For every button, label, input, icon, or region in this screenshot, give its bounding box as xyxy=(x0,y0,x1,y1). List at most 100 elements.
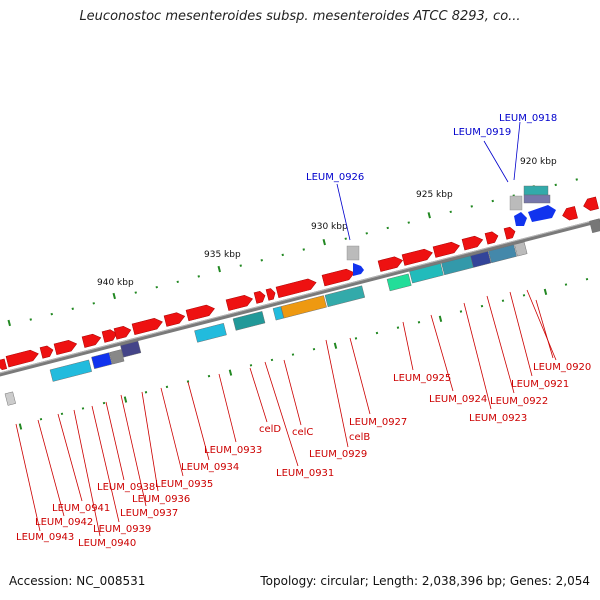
feature-box-orange xyxy=(280,295,327,319)
leader-line xyxy=(336,183,351,241)
scale-tick-upper xyxy=(427,212,431,219)
gene-label-leum-0921: LEUM_0921 xyxy=(511,379,569,390)
scale-tick-upper xyxy=(92,302,95,305)
gene-label-leum-0939: LEUM_0939 xyxy=(93,524,151,535)
scale-tick-lower xyxy=(522,294,526,297)
gene-label-leum-0923: LEUM_0923 xyxy=(469,413,527,424)
map-title: Leuconostoc mesenteroides subsp. mesente… xyxy=(79,9,521,24)
scale-tick-lower xyxy=(312,347,316,351)
gene-label-leum-0933: LEUM_0933 xyxy=(204,445,262,456)
scale-tick-upper xyxy=(71,307,74,310)
gene-label-leum-0922: LEUM_0922 xyxy=(490,396,548,407)
scale-tick-upper xyxy=(470,205,473,208)
scale-tick-upper xyxy=(7,319,11,327)
feature-box-cyan xyxy=(272,306,284,321)
leader-line xyxy=(513,121,521,181)
scale-tick-upper xyxy=(155,285,158,289)
gene-label-leum-0943: LEUM_0943 xyxy=(16,532,74,543)
leader-line xyxy=(120,394,147,507)
genome-stats-text: Topology: circular; Length: 2,038,396 bp… xyxy=(260,574,590,588)
scale-tick-lower xyxy=(585,277,589,281)
gene-label-leum-0942: LEUM_0942 xyxy=(35,517,93,528)
gene-arrow-forward xyxy=(265,288,276,301)
scale-tick-upper xyxy=(176,280,179,284)
leader-line xyxy=(483,140,509,183)
gene-arrow-forward xyxy=(432,241,460,258)
kbp-label-930: 930 kbp xyxy=(311,222,348,232)
gene-label-celc: celC xyxy=(292,427,313,438)
gene-arrow-forward xyxy=(81,333,102,348)
scale-tick-upper xyxy=(29,318,32,321)
scale-tick-lower xyxy=(396,326,400,329)
scale-tick-lower xyxy=(165,385,169,389)
gene-label-leum-0941: LEUM_0941 xyxy=(52,503,110,514)
scale-tick-upper xyxy=(50,312,53,316)
gene-arrow-forward xyxy=(5,349,39,368)
gene-arrow-forward xyxy=(163,312,186,327)
gene-arrow-reverse xyxy=(0,358,8,371)
leader-line xyxy=(526,289,557,361)
feature-box-cyan xyxy=(194,323,227,343)
gene-label-leum-0924: LEUM_0924 xyxy=(429,394,487,405)
leader-line xyxy=(264,361,299,467)
scale-tick-upper xyxy=(344,237,347,240)
scale-tick-lower xyxy=(249,364,253,367)
leader-line xyxy=(486,295,515,394)
scale-tick-upper xyxy=(239,264,242,267)
gene-arrow-leum-0926 xyxy=(353,263,364,276)
scale-tick-upper xyxy=(322,238,326,246)
leader-line xyxy=(141,391,159,492)
kbp-label-940: 940 kbp xyxy=(97,278,134,288)
feature-box-teal xyxy=(523,185,549,196)
leader-line xyxy=(37,419,65,517)
scale-tick-upper xyxy=(197,275,200,278)
scale-tick-lower xyxy=(207,374,211,378)
gene-arrow-leum-0918 xyxy=(528,205,556,222)
scale-tick-lower xyxy=(81,407,85,410)
gene-arrow-forward xyxy=(253,290,266,304)
scale-tick-lower xyxy=(501,299,505,302)
gene-arrow-forward xyxy=(377,256,404,272)
scale-tick-upper xyxy=(217,265,221,273)
gene-label-leum-0918: LEUM_0918 xyxy=(499,113,557,124)
gene-label-leum-0934: LEUM_0934 xyxy=(181,462,239,473)
kbp-label-925: 925 kbp xyxy=(416,190,453,200)
gene-arrow-forward xyxy=(484,231,499,245)
scale-tick-upper xyxy=(407,221,410,224)
feature-box-teal xyxy=(232,311,266,331)
label-leader-lines xyxy=(15,121,557,537)
genome-backbone xyxy=(0,218,600,377)
scale-tick-lower xyxy=(354,337,358,340)
gene-arrow-forward xyxy=(113,326,132,340)
scale-tick-upper xyxy=(491,199,494,203)
scale-ticks xyxy=(7,178,589,430)
gene-arrow-forward xyxy=(461,235,484,251)
gene-arrow-forward xyxy=(225,294,253,311)
gene-arrow-reverse xyxy=(562,206,578,221)
gene-label-leum-0937: LEUM_0937 xyxy=(120,508,178,519)
scale-tick-lower xyxy=(18,423,23,430)
scale-tick-upper xyxy=(281,253,284,257)
scale-tick-upper xyxy=(112,292,116,300)
gene-label-leum-0931: LEUM_0931 xyxy=(276,468,334,479)
scale-tick-lower xyxy=(543,288,548,296)
leader-line xyxy=(73,409,101,537)
scale-tick-upper xyxy=(134,291,137,294)
gene-arrow-reverse xyxy=(583,196,599,211)
kbp-label-920: 920 kbp xyxy=(520,157,557,167)
feature-box-teal xyxy=(409,263,444,284)
feature-box-blue xyxy=(91,352,113,370)
scale-tick-lower xyxy=(291,353,295,356)
gene-arrow-forward xyxy=(185,304,215,322)
feature-box-steel xyxy=(488,244,517,264)
feature-box-grey xyxy=(4,391,16,406)
gene-label-leum-0927: LEUM_0927 xyxy=(349,417,407,428)
scale-tick-lower xyxy=(228,369,233,376)
kbp-label-935: 935 kbp xyxy=(204,250,241,260)
leader-line xyxy=(218,373,237,443)
gene-arrow-forward xyxy=(321,268,355,287)
scale-tick-upper xyxy=(365,232,368,235)
gene-arrow-forward xyxy=(401,248,433,266)
scale-tick-lower xyxy=(186,380,190,383)
